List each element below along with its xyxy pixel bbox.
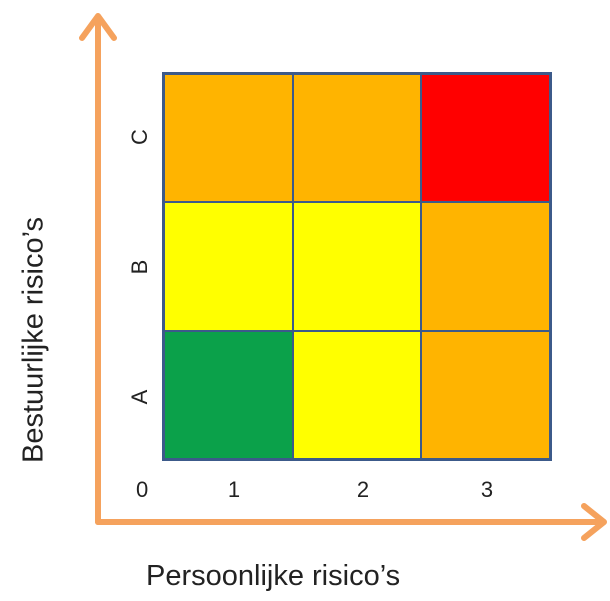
row-label-a: A [127, 389, 152, 405]
x-axis-arrow-icon [581, 503, 607, 541]
row-label-b: B [127, 259, 152, 275]
matrix-cell-a-3 [421, 330, 550, 459]
y-axis-arrow-icon [79, 13, 117, 41]
risk-matrix [162, 72, 552, 461]
matrix-cell-a-1 [164, 330, 293, 459]
row-label-c: C [127, 129, 152, 145]
matrix-cell-b-1 [164, 202, 293, 331]
matrix-cell-c-2 [292, 74, 422, 203]
column-label-3: 3 [480, 477, 494, 502]
matrix-cell-c-1 [164, 74, 293, 203]
matrix-cell-a-2 [292, 330, 422, 459]
matrix-cell-b-2 [292, 202, 422, 331]
matrix-cell-b-3 [421, 202, 550, 331]
matrix-cell-c-3 [421, 74, 550, 203]
x-axis-title: Persoonlijke risico’s [146, 560, 401, 592]
column-label-2: 2 [356, 477, 370, 502]
origin-label: 0 [136, 477, 149, 502]
column-label-1: 1 [227, 477, 241, 502]
y-axis-title: Bestuurlijke risico’s [17, 216, 50, 464]
